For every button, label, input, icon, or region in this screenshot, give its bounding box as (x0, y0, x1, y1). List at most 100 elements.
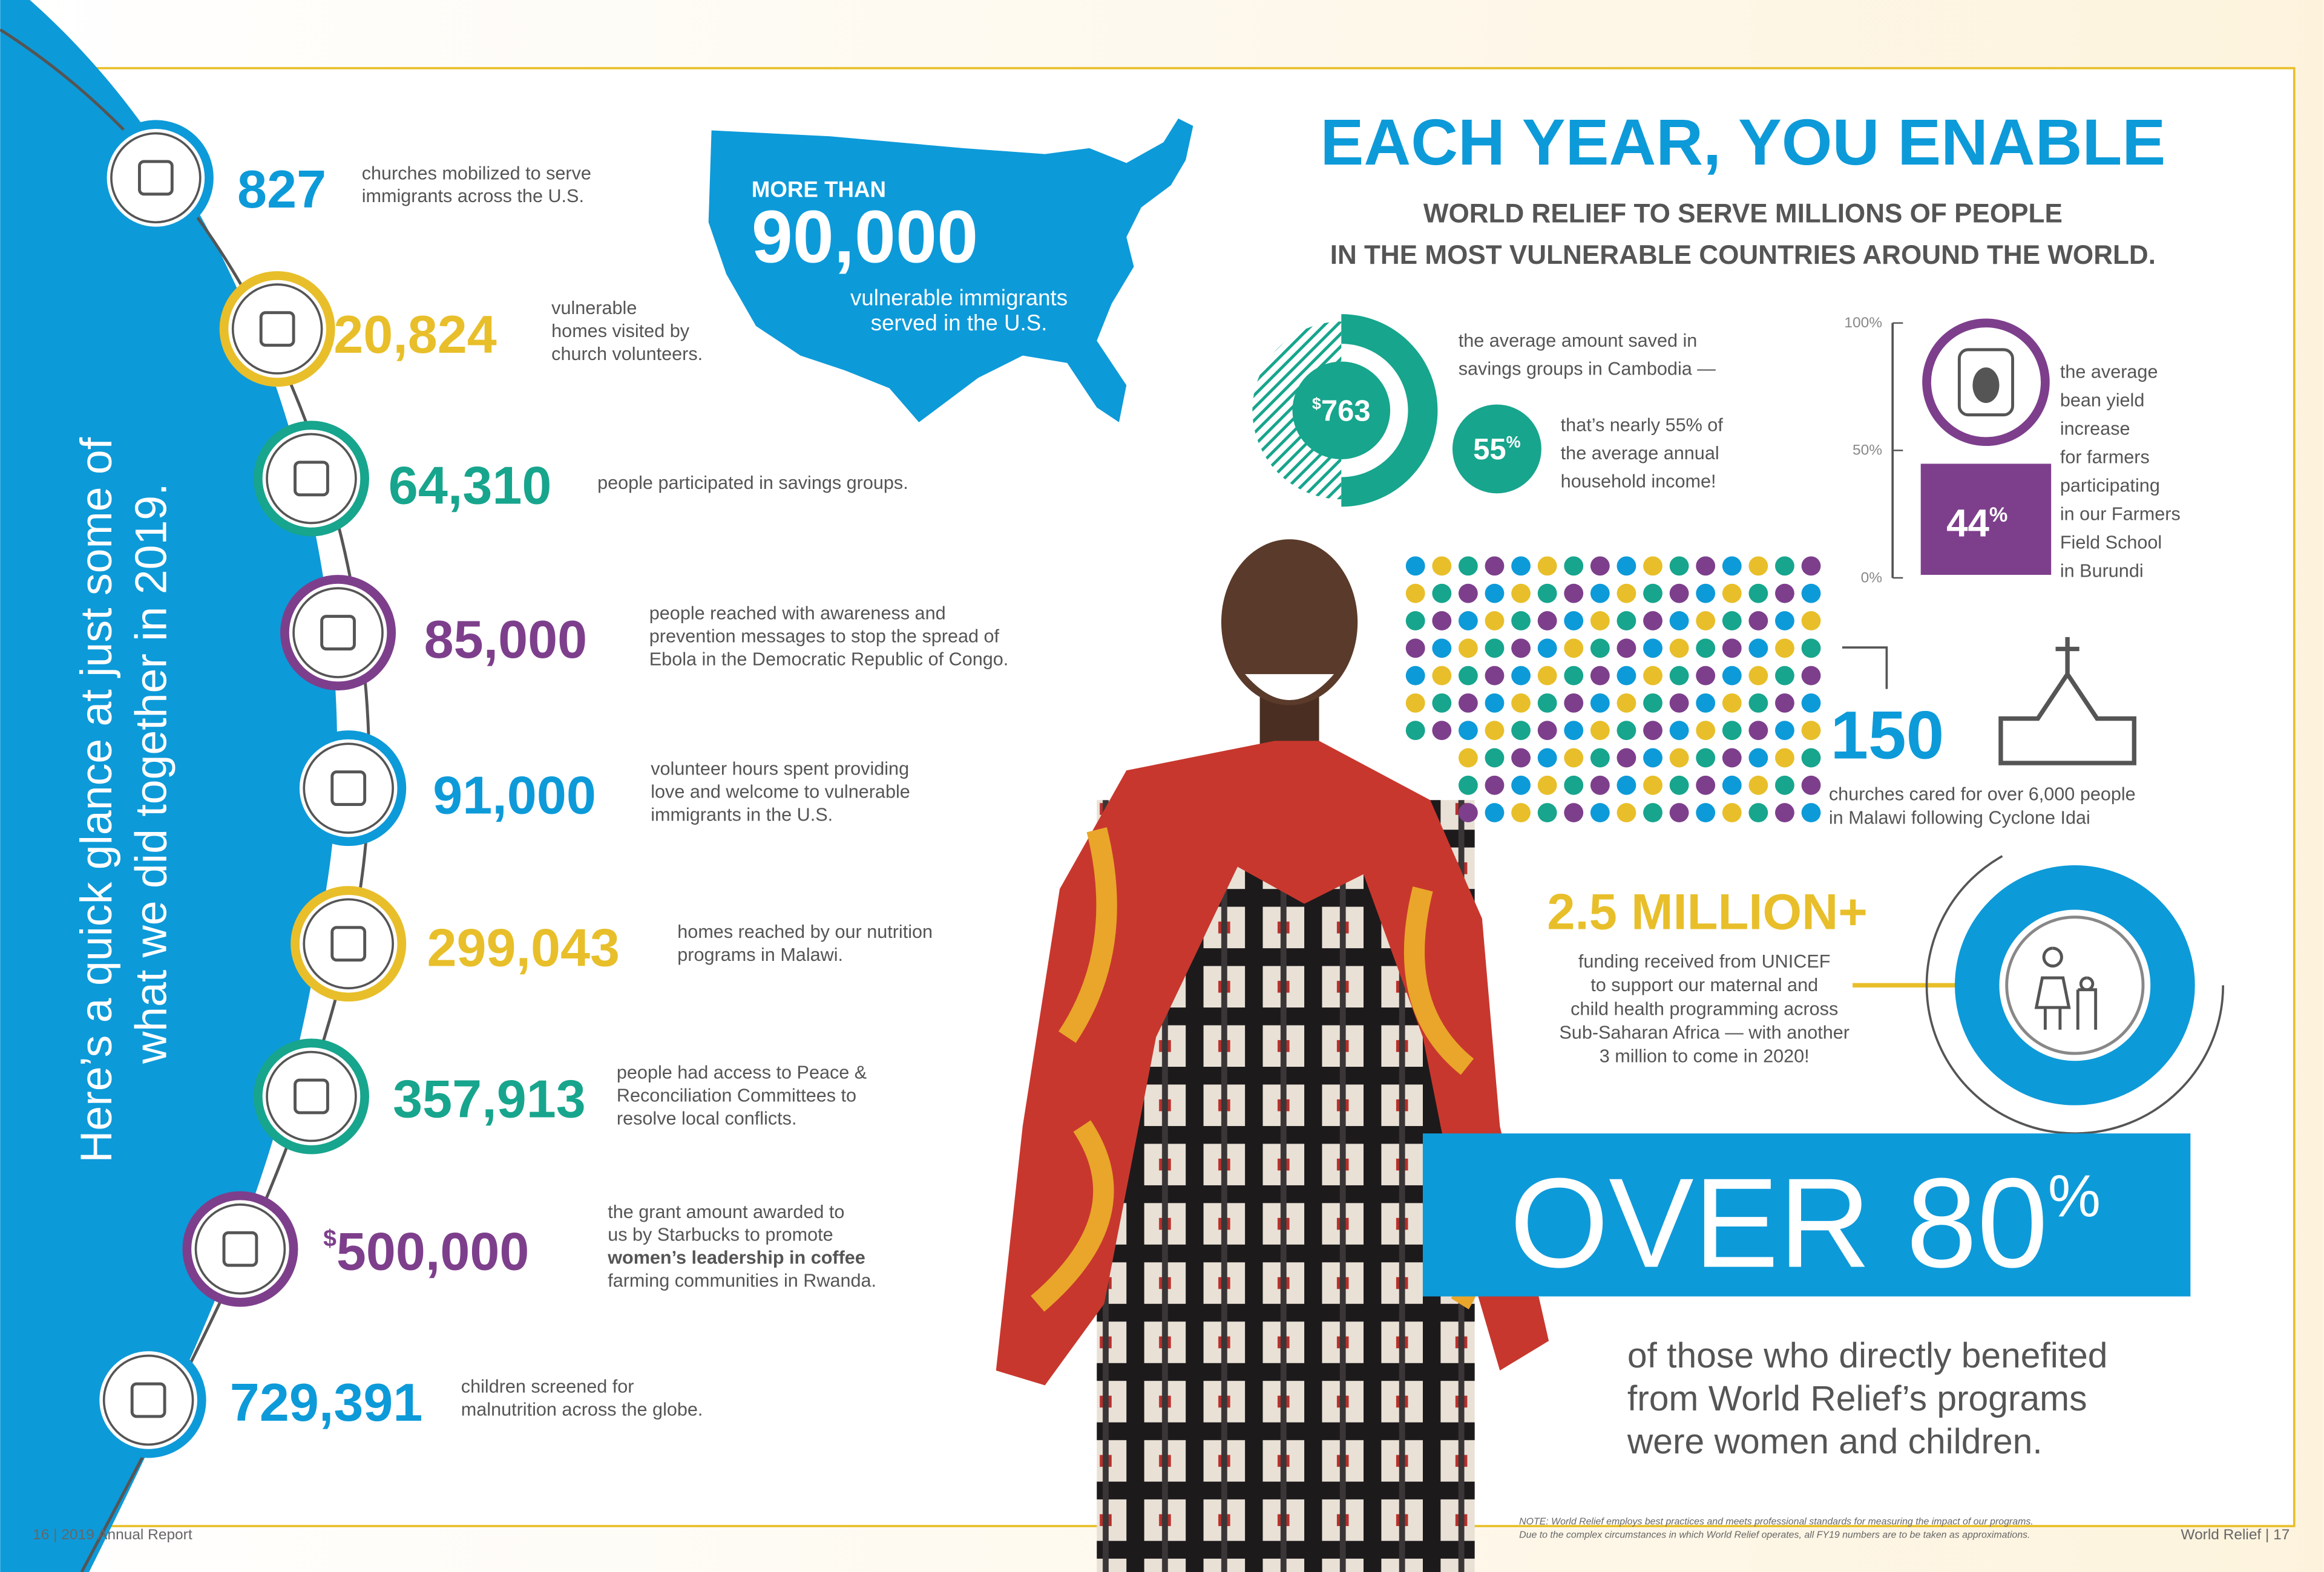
savings-number: 763 (1321, 395, 1371, 427)
church-dot (1458, 775, 1478, 795)
stat-description: prevention messages to stop the spread o… (649, 626, 1000, 646)
church-dot (1432, 666, 1452, 686)
savings-text: the average annual (1561, 443, 1719, 463)
church-dot (1617, 611, 1636, 630)
yield-value: 44% (1946, 502, 2007, 545)
percent-sign: % (1506, 433, 1521, 451)
donut-center (2005, 915, 2145, 1055)
church-dot (1801, 611, 1821, 630)
women-number: OVER 80 (1509, 1151, 2048, 1294)
church-dot (1405, 583, 1425, 603)
axis-label: 50% (1853, 442, 1882, 459)
icon-ring-inner (110, 132, 202, 224)
church-dot (1774, 638, 1794, 658)
percent-number: 55 (1473, 433, 1506, 466)
church-dot (1696, 693, 1716, 713)
church-dot (1617, 666, 1636, 686)
church-dot (1748, 748, 1768, 768)
church-dot (1485, 556, 1505, 576)
church-dot (1458, 583, 1478, 603)
yield-text: for farmers (2060, 447, 2150, 467)
icon-ring (290, 730, 407, 847)
icon-glyph (222, 1231, 258, 1267)
church-dot (1643, 803, 1663, 822)
savings-text: that’s nearly 55% of (1561, 415, 1724, 436)
church-dot (1643, 638, 1663, 658)
savings-prefix: $ (1312, 395, 1321, 413)
church-dot (1432, 693, 1452, 713)
church-dot (1801, 693, 1821, 713)
yield-text: Field School (2060, 532, 2162, 552)
church-dot (1405, 666, 1425, 686)
map-text: served in the U.S. (871, 310, 1048, 335)
church-dot (1748, 693, 1768, 713)
church-dot (1774, 775, 1794, 795)
church-dot (1722, 611, 1742, 630)
church-dot (1458, 748, 1478, 768)
church-dot (1617, 638, 1636, 658)
savings-text: savings groups in Cambodia — (1459, 359, 1716, 379)
caption-line: what we did together in 2019. (126, 483, 176, 1064)
church-dot (1458, 611, 1478, 630)
savings-center (1292, 361, 1391, 460)
church-dot (1801, 803, 1821, 822)
church-dot (1405, 556, 1425, 576)
stat-description: homes reached by our nutrition (677, 922, 933, 942)
stat-description: churches mobilized to serve (362, 163, 591, 183)
church-dot (1485, 583, 1505, 603)
woman-photo (996, 539, 1549, 1572)
church-dot (1643, 775, 1663, 795)
yield-bar (1920, 463, 2052, 575)
stat-description: women’s leadership in coffee (607, 1248, 865, 1268)
icon-glyph (330, 770, 367, 807)
stat-prefix: $ (323, 1225, 336, 1251)
unicef-text: to support our maternal and (1590, 975, 1818, 995)
footer-note: Due to the complex circumstances in whic… (1519, 1530, 2030, 1541)
bean-icon (1972, 367, 2000, 404)
church-dot (1696, 748, 1716, 768)
church-dot (1669, 748, 1689, 768)
stat-description: love and welcome to vulnerable (651, 782, 910, 802)
icon-glyph (294, 1078, 329, 1115)
axis-label: 100% (1844, 315, 1882, 331)
stat-value: 91,000 (433, 765, 596, 825)
church-dot (1669, 693, 1689, 713)
church-dot (1748, 721, 1768, 741)
churches-number: 150 (1830, 697, 1944, 773)
church-dot (1774, 611, 1794, 630)
church-dot (1537, 611, 1557, 630)
icon-ring-inner (266, 433, 357, 525)
left-caption: Here’s a quick glance at just some of wha… (71, 437, 176, 1162)
blue-panel (0, 0, 338, 1572)
church-dot (1722, 721, 1742, 741)
church-dot (1696, 721, 1716, 741)
icon-ring-inner (231, 283, 323, 375)
church-dot (1748, 775, 1768, 795)
donut (1955, 865, 2195, 1105)
church-dot (1801, 775, 1821, 795)
church-dot (1564, 748, 1584, 768)
stat-description: Ebola in the Democratic Republic of Cong… (649, 649, 1009, 669)
percent-circle (1452, 404, 1541, 494)
church-dot (1669, 666, 1689, 686)
church-dot (1511, 556, 1531, 576)
church-dot (1590, 803, 1610, 822)
axis-label: 0% (1861, 569, 1882, 586)
church-dot (1485, 666, 1505, 686)
church-dot (1511, 611, 1531, 630)
church-dot (1801, 556, 1821, 576)
church-dot (1537, 638, 1557, 658)
women-text: of those who directly benefited (1627, 1336, 2108, 1375)
church-dot (1432, 638, 1452, 658)
church-dot (1801, 721, 1821, 741)
church-dot (1564, 775, 1584, 795)
church-dot (1537, 721, 1557, 741)
icon-ring (219, 271, 335, 387)
stat-value: 299,043 (427, 918, 620, 978)
icon-ring (280, 575, 396, 691)
unicef-text: 3 million to come in 2020! (1600, 1046, 1810, 1067)
stat-number: 91,000 (433, 765, 596, 825)
stat-description: homes visited by (551, 321, 690, 341)
